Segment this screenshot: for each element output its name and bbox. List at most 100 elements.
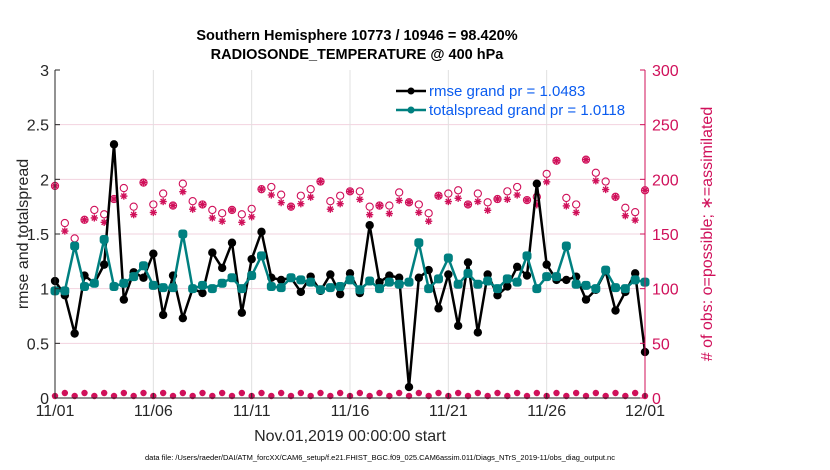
obs-assimilated-marker <box>582 156 590 164</box>
totalspread-point <box>148 280 158 290</box>
totalspread-point <box>286 273 296 283</box>
totalspread-point <box>424 284 434 294</box>
obs-assimilated-marker <box>159 197 167 206</box>
totalspread-point <box>394 279 404 289</box>
obs-possible-marker <box>365 202 374 211</box>
obs-zero-row-star <box>170 393 176 399</box>
obs-assimilated-marker <box>493 195 502 203</box>
obs-possible-marker <box>562 193 571 203</box>
obs-assimilated-marker <box>218 217 226 225</box>
rmse-point <box>434 304 443 313</box>
totalspread-point <box>119 278 129 288</box>
obs-assimilated-marker <box>297 200 305 208</box>
rmse-point <box>444 270 453 279</box>
rmse-point <box>99 260 109 269</box>
totalspread-point <box>266 281 276 291</box>
obs-possible-marker <box>119 183 128 193</box>
obs-assimilated-marker <box>61 227 69 235</box>
obs-assimilated-marker <box>267 191 275 199</box>
obs-zero-row-star <box>121 390 127 396</box>
rmse-point <box>178 313 188 323</box>
obs-zero-row-star <box>101 390 107 396</box>
rmse-point <box>375 277 384 287</box>
totalspread-point <box>453 279 463 289</box>
rmse-point <box>542 260 551 269</box>
chart-title: Southern Hemisphere 10773 / 10946 = 98.4… <box>196 28 517 44</box>
totalspread-point <box>168 283 178 293</box>
chart-subtitle: RADIOSONDE_TEMPERATURE @ 400 hPa <box>211 47 505 63</box>
obs-assimilated-marker <box>120 192 128 200</box>
obs-assimilated-marker <box>169 201 177 210</box>
rmse-point <box>365 221 374 230</box>
obs-assimilated-marker <box>592 177 600 185</box>
y-tick-label: 3 <box>40 63 49 80</box>
obs-possible-marker <box>631 207 640 217</box>
right-y-tick-label: 250 <box>652 118 679 135</box>
x-tick-label: 11/21 <box>429 403 468 420</box>
obs-zero-row-star <box>376 390 383 396</box>
left-y-ticks: 0 0.5 1 1.5 2 2.5 3 <box>27 63 60 408</box>
obs-zero-row-star <box>199 390 206 396</box>
obs-zero-row-star <box>278 390 284 396</box>
totalspread-point <box>257 251 266 261</box>
obs-assimilated-marker <box>336 200 344 208</box>
obs-possible-marker <box>218 209 227 218</box>
obs-possible-marker <box>336 191 345 200</box>
rmse-point <box>257 227 266 237</box>
y-tick-label: 1 <box>40 282 49 299</box>
totalspread-point <box>247 271 257 281</box>
rmse-point <box>237 308 247 317</box>
obs-possible-marker <box>129 202 138 211</box>
obs-zero-row-star <box>425 393 432 399</box>
obs-zero-row-star <box>612 390 619 396</box>
obs-assimilated-marker <box>415 208 423 217</box>
obs-possible-marker <box>208 205 217 215</box>
legend: rmse grand pr = 1.0483 totalspread grand… <box>396 83 625 119</box>
obs-assimilated-marker <box>631 216 639 224</box>
totalspread-point <box>611 283 620 293</box>
totalspread-point <box>522 251 532 261</box>
totalspread-point <box>532 284 542 294</box>
obs-assimilated-marker <box>523 196 531 204</box>
totalspread-point <box>335 281 345 291</box>
obs-possible-marker <box>306 185 315 194</box>
obs-possible-marker <box>267 182 276 192</box>
obs-zero-row-star <box>465 393 471 399</box>
totalspread-point <box>178 229 188 239</box>
totalspread-point <box>207 284 217 294</box>
obs-assimilated-marker <box>434 192 443 200</box>
obs-assimilated-marker <box>326 205 334 213</box>
obs-possible-marker <box>178 179 187 188</box>
rmse-point <box>247 254 256 264</box>
obs-zero-row-star <box>317 390 324 396</box>
obs-possible-marker <box>385 201 394 210</box>
rmse-point <box>522 271 532 280</box>
obs-zero-row-star <box>140 390 147 396</box>
totalspread-point <box>414 238 424 248</box>
rmse-point <box>581 295 591 304</box>
obs-possible-marker <box>601 177 610 186</box>
obs-assimilated-marker <box>307 193 315 201</box>
totalspread-point <box>581 280 591 290</box>
totalspread-point <box>129 272 139 282</box>
right-y-axis-label: # of obs: o=possible; ∗=assimilated <box>699 107 716 361</box>
totalspread-point <box>483 276 493 286</box>
obs-zero-row-star <box>435 390 442 396</box>
obs-zero-row-star <box>593 390 599 396</box>
rmse-point <box>483 270 492 279</box>
obs-assimilated-marker <box>248 213 256 221</box>
x-tick-label: 11/26 <box>527 403 566 420</box>
totalspread-point <box>591 284 601 294</box>
obs-assimilated-marker <box>90 214 98 222</box>
obs-assimilated-marker <box>228 206 236 214</box>
obs-assimilated-marker <box>375 201 384 210</box>
obs-zero-row-star <box>573 390 579 396</box>
obs-assimilated-marker <box>474 197 482 206</box>
obs-assimilated-marker <box>238 218 246 226</box>
totalspread-point <box>404 277 414 287</box>
obs-possible-marker <box>60 218 69 228</box>
obs-assimilated-marker <box>454 194 462 202</box>
obs-assimilated-marker <box>356 195 364 203</box>
rmse-point <box>611 306 620 315</box>
data-file-footer: data file: /Users/raeder/DAI/ATM_forcXX/… <box>145 453 615 462</box>
